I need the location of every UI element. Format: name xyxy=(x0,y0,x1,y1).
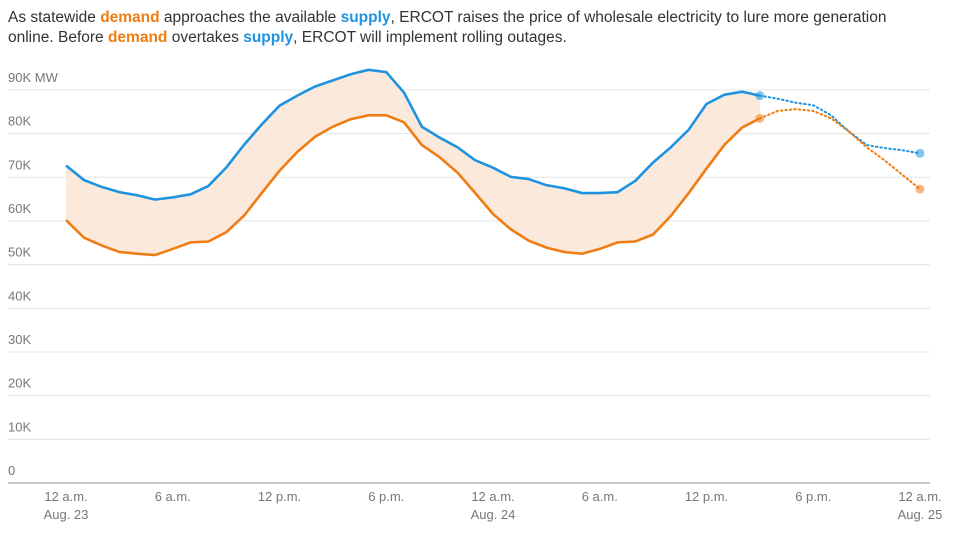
x-tick-label: 12 p.m. xyxy=(258,489,301,504)
y-tick-label: 0 xyxy=(8,463,15,478)
subtitle-text: As statewide xyxy=(8,9,101,26)
x-tick-date: Aug. 23 xyxy=(44,507,89,522)
y-tick-label: 10K xyxy=(8,419,31,434)
x-tick-label: 12 p.m. xyxy=(685,489,728,504)
actual-line xyxy=(65,68,761,201)
gap-area xyxy=(66,69,760,256)
subtitle: As statewide demand approaches the avail… xyxy=(8,8,928,48)
actual-line xyxy=(65,113,761,257)
x-tick-label: 12 a.m. xyxy=(898,489,941,504)
x-tick-label: 6 p.m. xyxy=(795,489,831,504)
highlight-word: demand xyxy=(107,29,168,46)
subtitle-text: , ERCOT raises the price of wholesale el… xyxy=(8,9,887,46)
end-dot xyxy=(915,148,925,158)
forecast-line xyxy=(758,108,921,191)
highlight-word: supply xyxy=(340,9,391,26)
x-tick-label: 12 a.m. xyxy=(44,489,87,504)
x-tick-date: Aug. 25 xyxy=(898,507,943,522)
y-tick-label: 90K MW xyxy=(8,70,59,85)
y-tick-label: 40K xyxy=(8,288,31,303)
subtitle-text: , ERCOT will implement rolling outages. xyxy=(293,29,567,46)
subtitle-text: approaches the available xyxy=(159,9,341,26)
end-dot xyxy=(915,184,925,194)
y-tick-label: 50K xyxy=(8,245,31,260)
highlight-word: supply xyxy=(243,29,294,46)
y-tick-label: 80K xyxy=(8,114,31,129)
x-tick-label: 12 a.m. xyxy=(471,489,514,504)
x-tick-label: 6 a.m. xyxy=(155,489,191,504)
x-tick-label: 6 a.m. xyxy=(582,489,618,504)
forecast-line xyxy=(758,94,921,155)
subtitle-text: overtakes xyxy=(167,29,244,46)
x-tick-label: 6 p.m. xyxy=(368,489,404,504)
y-tick-label: 60K xyxy=(8,201,31,216)
x-tick-date: Aug. 24 xyxy=(471,507,516,522)
y-tick-label: 30K xyxy=(8,332,31,347)
y-tick-label: 20K xyxy=(8,376,31,391)
y-tick-label: 70K xyxy=(8,157,31,172)
highlight-word: demand xyxy=(100,9,160,26)
